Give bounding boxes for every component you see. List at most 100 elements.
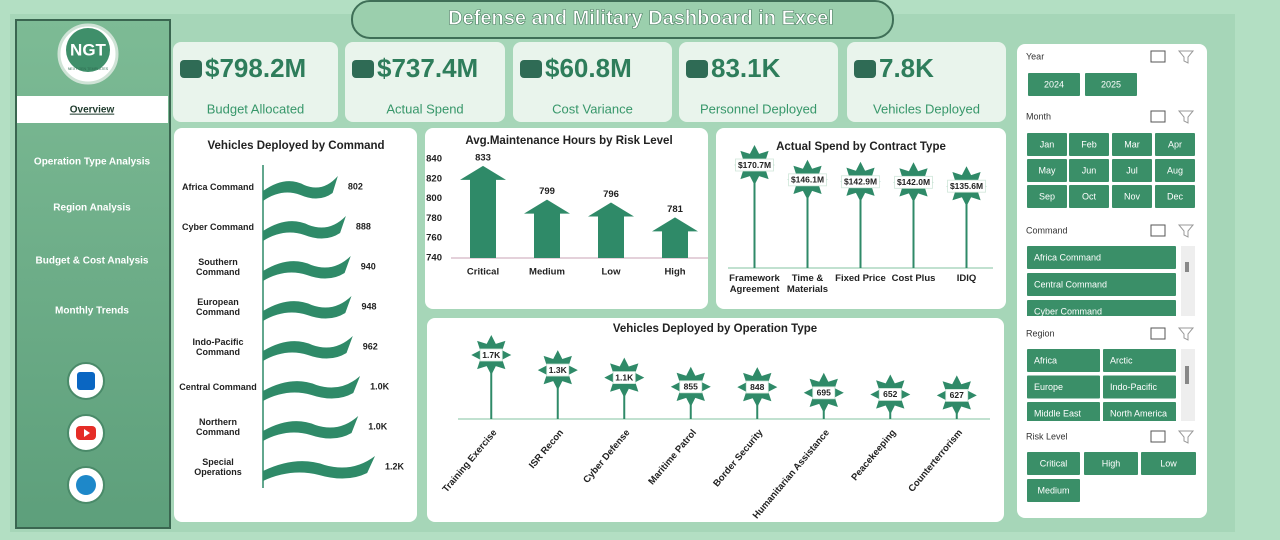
bar <box>263 456 375 481</box>
bar <box>263 216 346 241</box>
panel <box>427 318 1004 522</box>
multiselect-icon[interactable] <box>1150 50 1166 63</box>
slicer-button[interactable] <box>1027 349 1100 372</box>
slicer-button-label[interactable]: High <box>1102 458 1121 468</box>
slicer-button[interactable] <box>1027 402 1100 425</box>
slicer-button-label[interactable]: Jul <box>1126 165 1138 175</box>
slicer-button[interactable] <box>1027 375 1100 399</box>
slicer-button[interactable] <box>1103 375 1176 399</box>
chart-title: Vehicles Deployed by Command <box>207 140 384 152</box>
slicer-button[interactable] <box>1112 133 1152 156</box>
slicer-button[interactable] <box>1027 273 1176 296</box>
slicer-button-label[interactable]: Aug <box>1167 165 1183 175</box>
slicer-button[interactable] <box>1103 349 1176 372</box>
multiselect-icon[interactable] <box>1150 430 1166 443</box>
slicer-button[interactable] <box>1069 133 1109 156</box>
slicer-button[interactable] <box>1027 133 1067 156</box>
slicer-button[interactable] <box>1084 452 1138 475</box>
slicer-button[interactable] <box>1027 479 1080 502</box>
slicer-button-label[interactable]: Jun <box>1082 165 1097 175</box>
slicer-button[interactable] <box>1112 185 1152 208</box>
slicer-button-label[interactable]: Cyber Command <box>1034 306 1102 316</box>
slicer-button-label[interactable]: Arctic <box>1110 355 1133 365</box>
data-label: 888 <box>356 221 371 231</box>
kpi-icon <box>180 60 202 78</box>
clear-filter-icon[interactable] <box>1177 110 1195 124</box>
label-bg <box>612 371 636 384</box>
slicer-button[interactable] <box>1027 452 1080 475</box>
slicer-button-label[interactable]: Europe <box>1034 382 1063 392</box>
slicer-button-label[interactable]: Jan <box>1040 139 1055 149</box>
kpi-label: Cost Variance <box>552 101 633 116</box>
slicer-button[interactable] <box>1027 246 1176 269</box>
bar <box>524 199 570 258</box>
y-tick-label: 760 <box>426 233 442 244</box>
slicer-button[interactable] <box>1069 159 1109 182</box>
data-label: 962 <box>363 341 378 351</box>
slicer-button-label[interactable]: Medium <box>1037 485 1069 495</box>
web-glyph <box>76 475 96 495</box>
slicer-button-label[interactable]: Indo-Pacific <box>1110 382 1158 392</box>
label-bg <box>947 179 986 193</box>
multiselect-icon[interactable] <box>1150 224 1166 237</box>
label-bg <box>788 173 827 187</box>
slicer-button[interactable] <box>1027 185 1067 208</box>
nav-item[interactable]: Operation Type Analysis <box>34 157 151 168</box>
slicer-button[interactable] <box>1155 159 1195 182</box>
bar <box>588 202 634 258</box>
slicer-button[interactable] <box>1112 159 1152 182</box>
label-bg <box>679 380 703 394</box>
slicer-button-label[interactable]: 2025 <box>1101 79 1121 89</box>
kpi-value: $798.2M <box>205 53 306 83</box>
dashboard-title: Defense and Military Dashboard in Excel <box>448 7 834 29</box>
nav-item[interactable]: Budget & Cost Analysis <box>36 256 149 267</box>
multiselect-icon[interactable] <box>1150 110 1166 123</box>
slicer-button-label[interactable]: Feb <box>1081 139 1097 149</box>
slicer-button-label[interactable]: Oct <box>1082 191 1097 201</box>
clear-filter-icon[interactable] <box>1177 430 1195 444</box>
slicer-button[interactable] <box>1085 73 1137 96</box>
slicer-button-label[interactable]: Middle East <box>1034 408 1082 418</box>
slicer-items: 2024 2025 <box>1028 73 1137 96</box>
scrollbar[interactable] <box>1181 246 1195 316</box>
slicer-button-label[interactable]: Dec <box>1167 191 1184 201</box>
scroll-thumb[interactable] <box>1185 262 1189 272</box>
data-label: 833 <box>475 152 491 163</box>
multiselect-icon[interactable] <box>1150 327 1166 340</box>
slicer-button[interactable] <box>1069 185 1109 208</box>
clear-filter-icon[interactable] <box>1177 327 1195 341</box>
clear-filter-icon[interactable] <box>1177 224 1195 238</box>
slicer-button[interactable] <box>1028 73 1080 96</box>
slicer-button-label[interactable]: 2024 <box>1044 79 1064 89</box>
slicer-button-label[interactable]: Central Command <box>1034 279 1107 289</box>
nav-item[interactable]: Monthly Trends <box>55 306 129 317</box>
label-bg <box>735 158 774 172</box>
slicer-button-label[interactable]: Low <box>1160 458 1177 468</box>
data-label: $142.0M <box>897 177 930 187</box>
label-bg <box>745 380 769 394</box>
slicer-button[interactable] <box>1027 159 1067 182</box>
slicer-button-label[interactable]: Mar <box>1124 139 1140 149</box>
kpi-value: 83.1K <box>711 53 781 83</box>
scrollbar[interactable] <box>1181 349 1195 421</box>
slicer-button[interactable] <box>1027 300 1176 323</box>
slicer-button-label[interactable]: Africa <box>1034 355 1057 365</box>
slicer-button[interactable] <box>1141 452 1196 475</box>
slicer-button-label[interactable]: Africa Command <box>1034 252 1101 262</box>
slicer-button-label[interactable]: Nov <box>1124 191 1141 201</box>
nav-item[interactable]: Overview <box>70 105 115 116</box>
slicer-button-label[interactable]: May <box>1038 165 1056 175</box>
chart-title: Avg.Maintenance Hours by Risk Level <box>465 135 672 147</box>
slicer-button[interactable] <box>1103 402 1176 425</box>
clear-filter-icon[interactable] <box>1177 50 1195 64</box>
slicer-button[interactable] <box>1155 185 1195 208</box>
nav-item[interactable]: Region Analysis <box>53 203 131 214</box>
nav-active-bg <box>17 96 168 123</box>
slicer-button[interactable] <box>1155 133 1195 156</box>
scroll-thumb[interactable] <box>1185 366 1189 384</box>
slicer-button-label[interactable]: North America <box>1110 408 1167 418</box>
data-label: $142.9M <box>844 177 877 187</box>
slicer-button-label[interactable]: Critical <box>1040 458 1068 468</box>
slicer-button-label[interactable]: Apr <box>1168 139 1182 149</box>
slicer-button-label[interactable]: Sep <box>1039 191 1055 201</box>
